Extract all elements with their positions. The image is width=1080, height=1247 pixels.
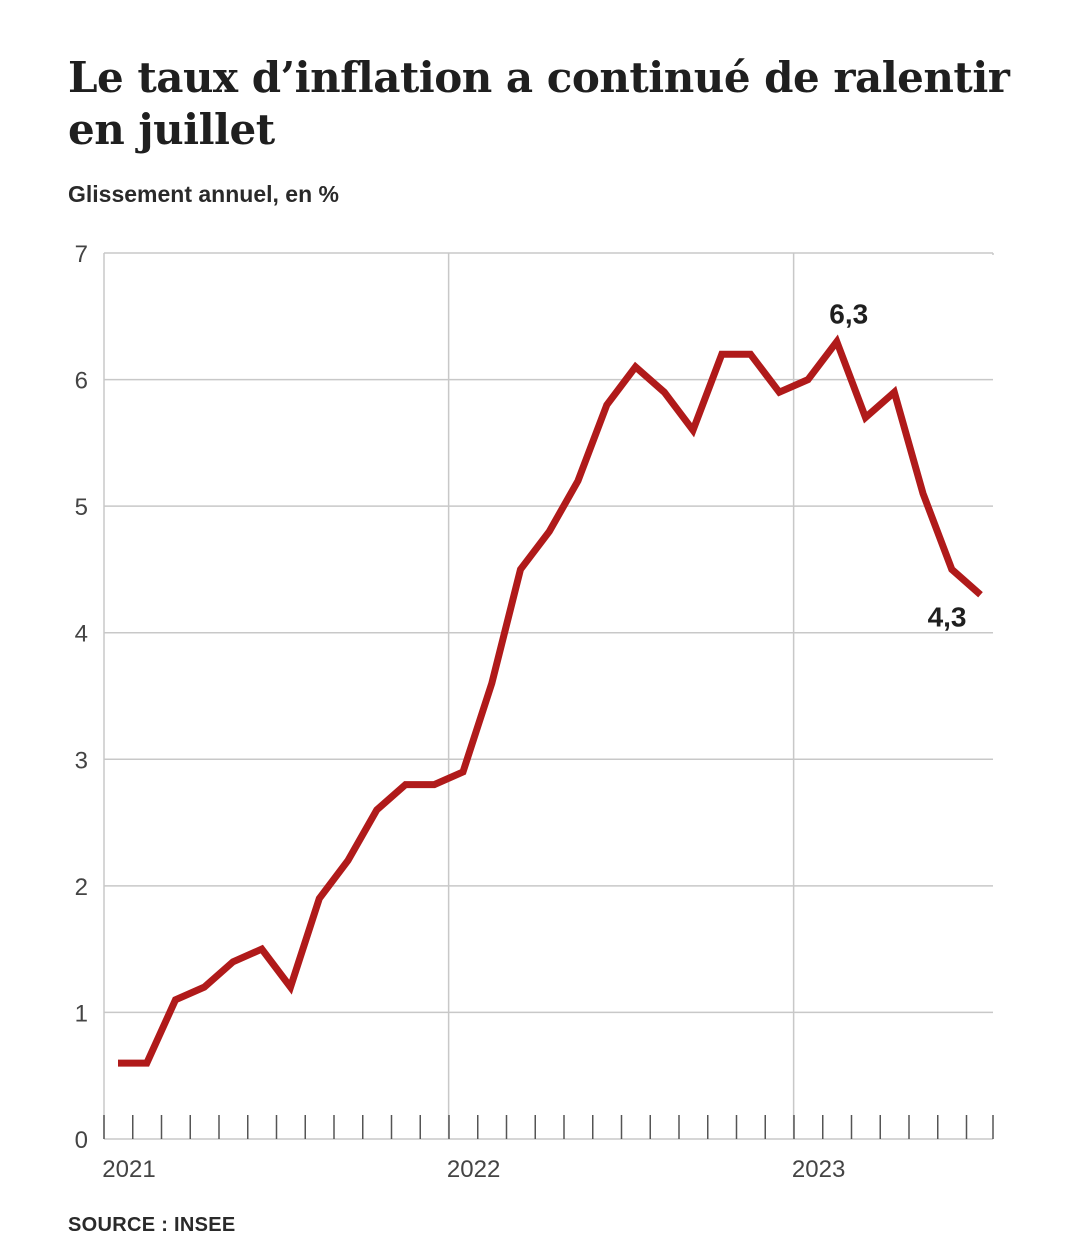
x-tick-label: 2021 [102,1156,155,1183]
data-label: 6,3 [829,299,868,330]
data-label: 4,3 [928,602,967,633]
chart-title: Le taux d’inflation a continué de ralent… [68,53,1010,154]
x-tick-label: 2022 [447,1156,500,1183]
y-tick-label: 1 [75,1000,88,1027]
line-chart: 0 1 2 3 4 5 6 7 2021 2022 2023 6,3 4,3 [75,241,994,1183]
y-tick-label: 6 [75,368,88,395]
chart-subtitle: Glissement annuel, en % [68,181,339,207]
y-tick-label: 4 [75,621,88,648]
chart-source: SOURCE : INSEE [68,1214,236,1236]
y-tick-label: 3 [75,747,88,774]
y-tick-label: 5 [75,494,88,521]
y-tick-label: 2 [75,874,88,901]
y-axis-ticks: 0 1 2 3 4 5 6 7 [75,241,88,1154]
grid-lines [103,252,994,1140]
data-labels: 6,3 4,3 [829,299,966,633]
x-tick-label: 2023 [792,1156,845,1183]
y-tick-label: 0 [75,1127,88,1154]
series-line [118,334,983,1067]
y-tick-label: 7 [75,241,88,268]
series-inflation [118,334,983,1067]
x-axis-ticks: 2021 2022 2023 [102,1115,994,1183]
